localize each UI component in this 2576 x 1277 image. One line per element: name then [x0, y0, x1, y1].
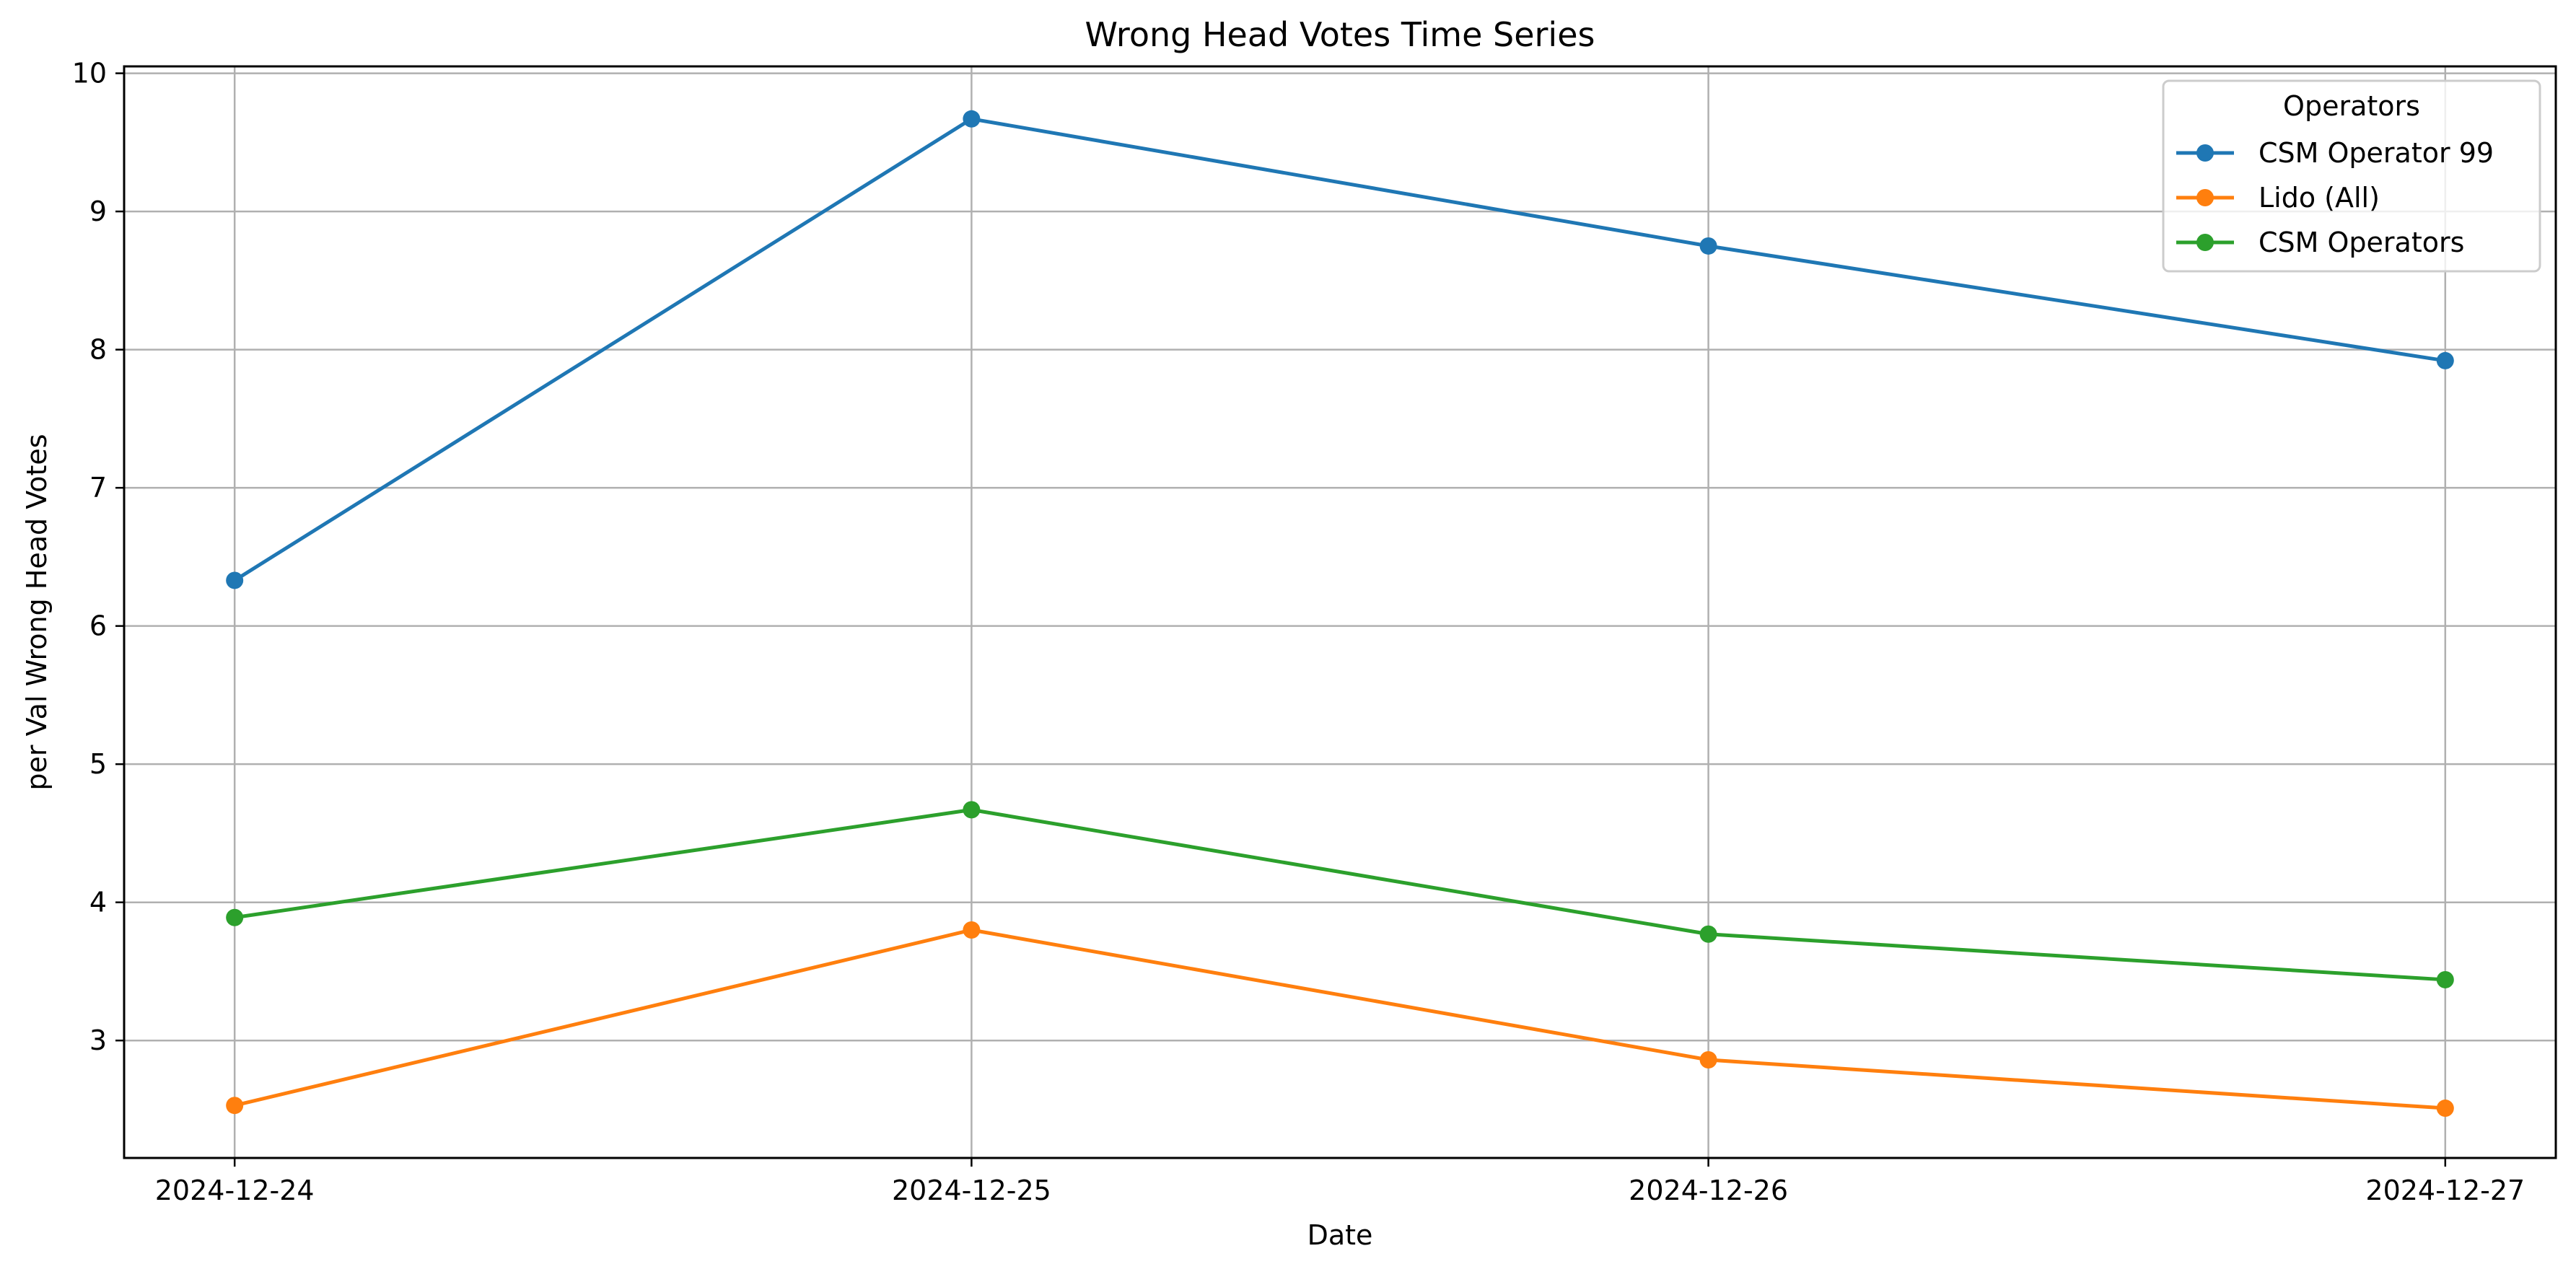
legend-item: CSM Operators — [2176, 227, 2464, 258]
legend-marker — [2196, 189, 2214, 206]
y-tick-label: 7 — [89, 472, 107, 504]
legend-title: Operators — [2283, 90, 2420, 122]
series-csm-operators — [226, 801, 2454, 988]
series-lido-all — [226, 921, 2454, 1118]
legend-label: Lido (All) — [2259, 182, 2380, 214]
data-point — [2436, 1100, 2454, 1118]
legend-label: CSM Operator 99 — [2259, 137, 2494, 169]
legend-item: Lido (All) — [2176, 182, 2380, 214]
legend-item: CSM Operator 99 — [2176, 137, 2494, 169]
y-axis-label: per Val Wrong Head Votes — [21, 434, 53, 790]
series-line — [234, 928, 2445, 1110]
legend-label: CSM Operators — [2259, 227, 2464, 258]
legend-marker — [2196, 234, 2214, 251]
data-point — [963, 801, 981, 819]
series-line — [233, 117, 2446, 582]
data-point — [226, 1097, 244, 1115]
data-point — [2436, 970, 2454, 988]
x-tick-label: 2024-12-24 — [155, 1175, 315, 1206]
series-layer — [226, 110, 2454, 1118]
y-tick-label: 6 — [89, 610, 107, 642]
legend-items: CSM Operator 99 Lido (All) CSM Operators — [2176, 137, 2494, 258]
series-csm-operator-99 — [226, 110, 2454, 589]
x-tick-label: 2024-12-27 — [2365, 1175, 2525, 1206]
series-line — [234, 807, 2445, 982]
plot-frame — [123, 65, 2557, 1159]
y-tick-label: 3 — [89, 1024, 107, 1056]
x-tick-label: 2024-12-26 — [1629, 1175, 1788, 1206]
data-point — [1699, 237, 1717, 255]
chart-title: Wrong Head Votes Time Series — [1085, 15, 1595, 54]
x-axis-label: Date — [1307, 1219, 1373, 1251]
legend-box — [2162, 79, 2541, 273]
data-point — [963, 110, 981, 128]
y-tick-label: 9 — [89, 196, 107, 227]
data-point — [226, 908, 244, 926]
data-point — [1699, 925, 1717, 943]
ticks: 2024-12-24 2024-12-25 2024-12-26 2024-12-27… — [72, 58, 2525, 1206]
y-tick-label: 4 — [89, 887, 107, 918]
y-tick-label: 10 — [72, 58, 107, 89]
y-tick-label: 5 — [89, 748, 107, 780]
data-point — [963, 921, 981, 939]
y-tick-label: 8 — [89, 334, 107, 366]
data-point — [2436, 351, 2454, 369]
data-point — [226, 571, 244, 589]
legend-marker — [2196, 144, 2214, 162]
grid — [124, 66, 2556, 1158]
x-tick-label: 2024-12-25 — [892, 1175, 1051, 1206]
data-point — [1699, 1051, 1717, 1069]
